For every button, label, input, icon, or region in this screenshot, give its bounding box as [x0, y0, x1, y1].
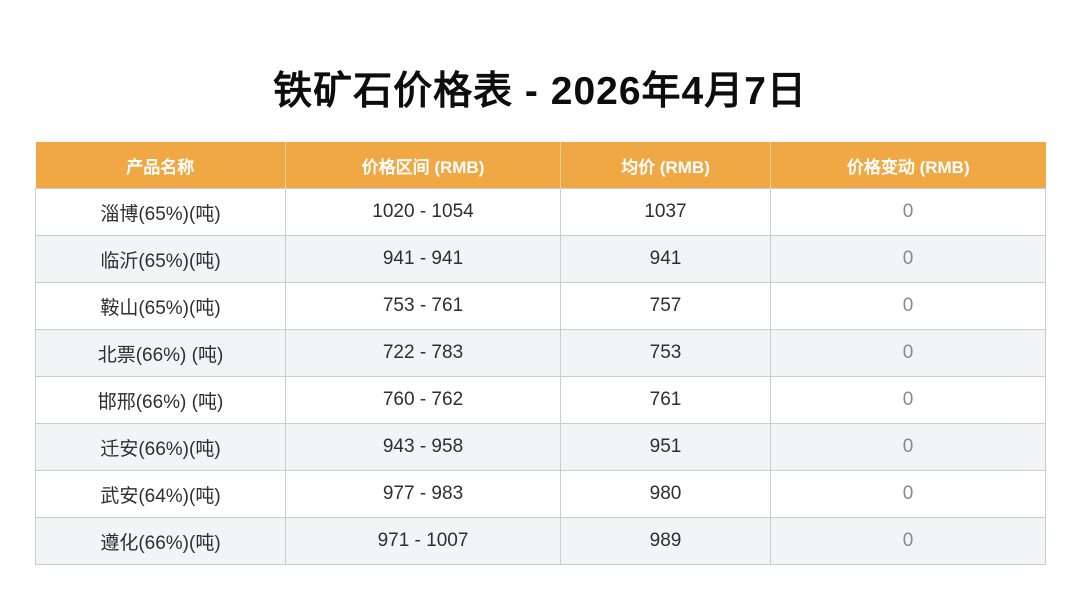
price-range-cell: 977 - 983	[285, 470, 561, 518]
table-header-row: 产品名称 价格区间 (RMB) 均价 (RMB) 价格变动 (RMB)	[35, 142, 1046, 189]
price-range-cell: 760 - 762	[285, 376, 561, 424]
table-row: 淄博(65%)(吨) 1020 - 1054 1037 0	[35, 188, 1046, 236]
price-table: 产品名称 价格区间 (RMB) 均价 (RMB) 价格变动 (RMB) 淄博(6…	[35, 142, 1046, 565]
price-range-cell: 943 - 958	[285, 423, 561, 471]
col-header-product: 产品名称	[35, 142, 286, 189]
product-name-cell: 淄博(65%)(吨)	[35, 188, 286, 236]
table-row: 武安(64%)(吨) 977 - 983 980 0	[35, 470, 1046, 518]
product-name-cell: 武安(64%)(吨)	[35, 470, 286, 518]
price-range-cell: 971 - 1007	[285, 517, 561, 565]
table-row: 北票(66%) (吨) 722 - 783 753 0	[35, 329, 1046, 377]
product-name-cell: 遵化(66%)(吨)	[35, 517, 286, 565]
avg-price-cell: 1037	[560, 188, 771, 236]
col-header-price-range: 价格区间 (RMB)	[285, 142, 561, 189]
col-header-avg-price: 均价 (RMB)	[560, 142, 771, 189]
avg-price-cell: 757	[560, 282, 771, 330]
table-row: 鞍山(65%)(吨) 753 - 761 757 0	[35, 282, 1046, 330]
avg-price-cell: 761	[560, 376, 771, 424]
table-row: 邯邢(66%) (吨) 760 - 762 761 0	[35, 376, 1046, 424]
table-row: 临沂(65%)(吨) 941 - 941 941 0	[35, 235, 1046, 283]
price-change-cell: 0	[770, 517, 1046, 565]
price-range-cell: 722 - 783	[285, 329, 561, 377]
avg-price-cell: 980	[560, 470, 771, 518]
price-change-cell: 0	[770, 188, 1046, 236]
avg-price-cell: 951	[560, 423, 771, 471]
product-name-cell: 迁安(66%)(吨)	[35, 423, 286, 471]
price-range-cell: 753 - 761	[285, 282, 561, 330]
page-title: 铁矿石价格表 - 2026年4月7日	[273, 70, 807, 113]
price-change-cell: 0	[770, 376, 1046, 424]
price-change-cell: 0	[770, 235, 1046, 283]
price-change-cell: 0	[770, 423, 1046, 471]
price-range-cell: 941 - 941	[285, 235, 561, 283]
price-change-cell: 0	[770, 470, 1046, 518]
table-row: 迁安(66%)(吨) 943 - 958 951 0	[35, 423, 1046, 471]
avg-price-cell: 989	[560, 517, 771, 565]
product-name-cell: 邯邢(66%) (吨)	[35, 376, 286, 424]
product-name-cell: 鞍山(65%)(吨)	[35, 282, 286, 330]
table-row: 遵化(66%)(吨) 971 - 1007 989 0	[35, 517, 1046, 565]
product-name-cell: 临沂(65%)(吨)	[35, 235, 286, 283]
avg-price-cell: 941	[560, 235, 771, 283]
price-change-cell: 0	[770, 282, 1046, 330]
price-range-cell: 1020 - 1054	[285, 188, 561, 236]
product-name-cell: 北票(66%) (吨)	[35, 329, 286, 377]
avg-price-cell: 753	[560, 329, 771, 377]
col-header-price-change: 价格变动 (RMB)	[770, 142, 1046, 189]
price-change-cell: 0	[770, 329, 1046, 377]
price-table-container: 产品名称 价格区间 (RMB) 均价 (RMB) 价格变动 (RMB) 淄博(6…	[35, 142, 1046, 565]
